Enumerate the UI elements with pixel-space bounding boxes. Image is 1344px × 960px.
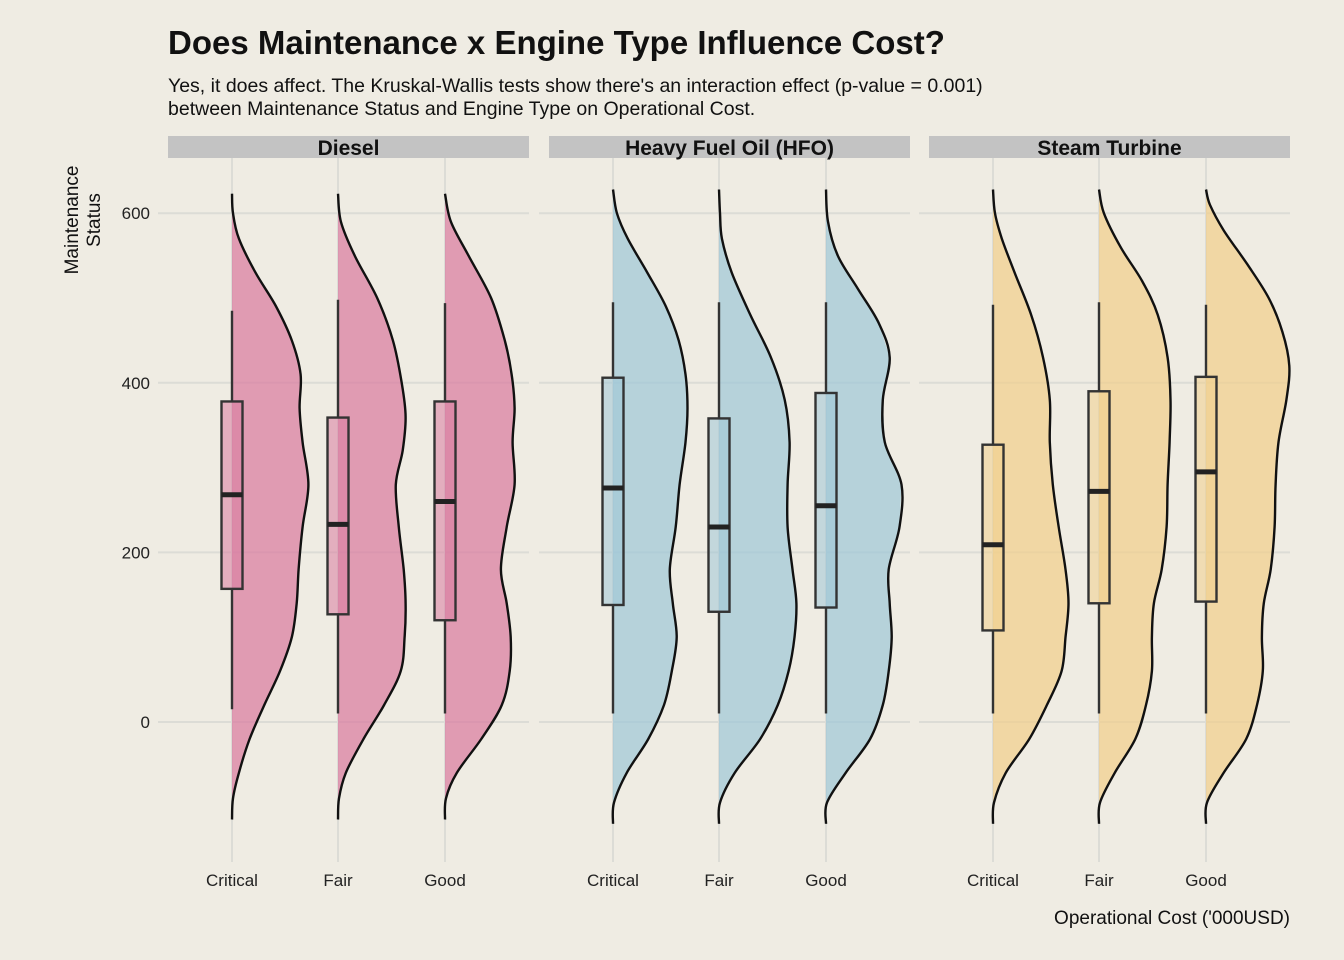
x-tick-label-good: Good (424, 871, 466, 890)
facet-strip-label: Diesel (318, 137, 380, 160)
violin-fill (445, 193, 515, 820)
x-tick-label-critical: Critical (587, 871, 639, 890)
x-tick-label-fair: Fair (1084, 871, 1114, 890)
violin-outline (1204, 189, 1291, 824)
violin-fill (338, 193, 406, 820)
y-tick-label-1: 200 (122, 543, 150, 562)
box-iqr (1087, 390, 1111, 605)
violin-fill (719, 189, 797, 824)
x-axis-title: Operational Cost ('000USD) (1054, 908, 1290, 929)
facet-strip-bg (549, 136, 910, 158)
y-tick-label-3: 600 (122, 204, 150, 223)
violin-fill (1206, 189, 1290, 824)
violin-outline (230, 193, 310, 820)
violin-fill (613, 189, 688, 824)
y-tick-label-0: 0 (141, 713, 150, 732)
y-axis-title: MaintenanceStatus (62, 166, 105, 275)
box-iqr (601, 376, 625, 607)
violin-outline (824, 189, 904, 824)
facet-strip-bg (168, 136, 529, 158)
violin-fill (826, 189, 902, 824)
x-tick-label-critical: Critical (967, 871, 1019, 890)
x-tick-label-fair: Fair (323, 871, 353, 890)
x-tick-label-good: Good (1185, 871, 1227, 890)
facet-strip-bg (929, 136, 1290, 158)
violin-fill (232, 193, 309, 820)
box-iqr (814, 391, 838, 609)
violin-outline (611, 189, 689, 824)
chart-title: Does Maintenance x Engine Type Influence… (168, 24, 945, 61)
violin-outline (1097, 189, 1172, 824)
violin-fill (993, 189, 1069, 824)
box-iqr (707, 417, 731, 613)
facet-strip-label: Heavy Fuel Oil (HFO) (625, 137, 834, 160)
x-tick-label-good: Good (805, 871, 847, 890)
violin-outline (991, 189, 1070, 824)
box-iqr (1194, 375, 1218, 603)
x-tick-label-fair: Fair (704, 871, 734, 890)
box-iqr (981, 443, 1005, 632)
x-tick-label-critical: Critical (206, 871, 258, 890)
box-iqr (326, 416, 350, 616)
violin-outline (443, 193, 517, 820)
facet-strip-label: Steam Turbine (1037, 137, 1181, 160)
violin-fill (1099, 189, 1171, 824)
y-tick-label-2: 400 (122, 374, 150, 393)
box-iqr (433, 400, 457, 622)
chart-subtitle-line-2: between Maintenance Status and Engine Ty… (168, 98, 756, 120)
violin-outline (717, 189, 798, 824)
chart-subtitle-line-1: Yes, it does affect. The Kruskal-Wallis … (168, 75, 983, 97)
violin-outline (336, 193, 407, 820)
